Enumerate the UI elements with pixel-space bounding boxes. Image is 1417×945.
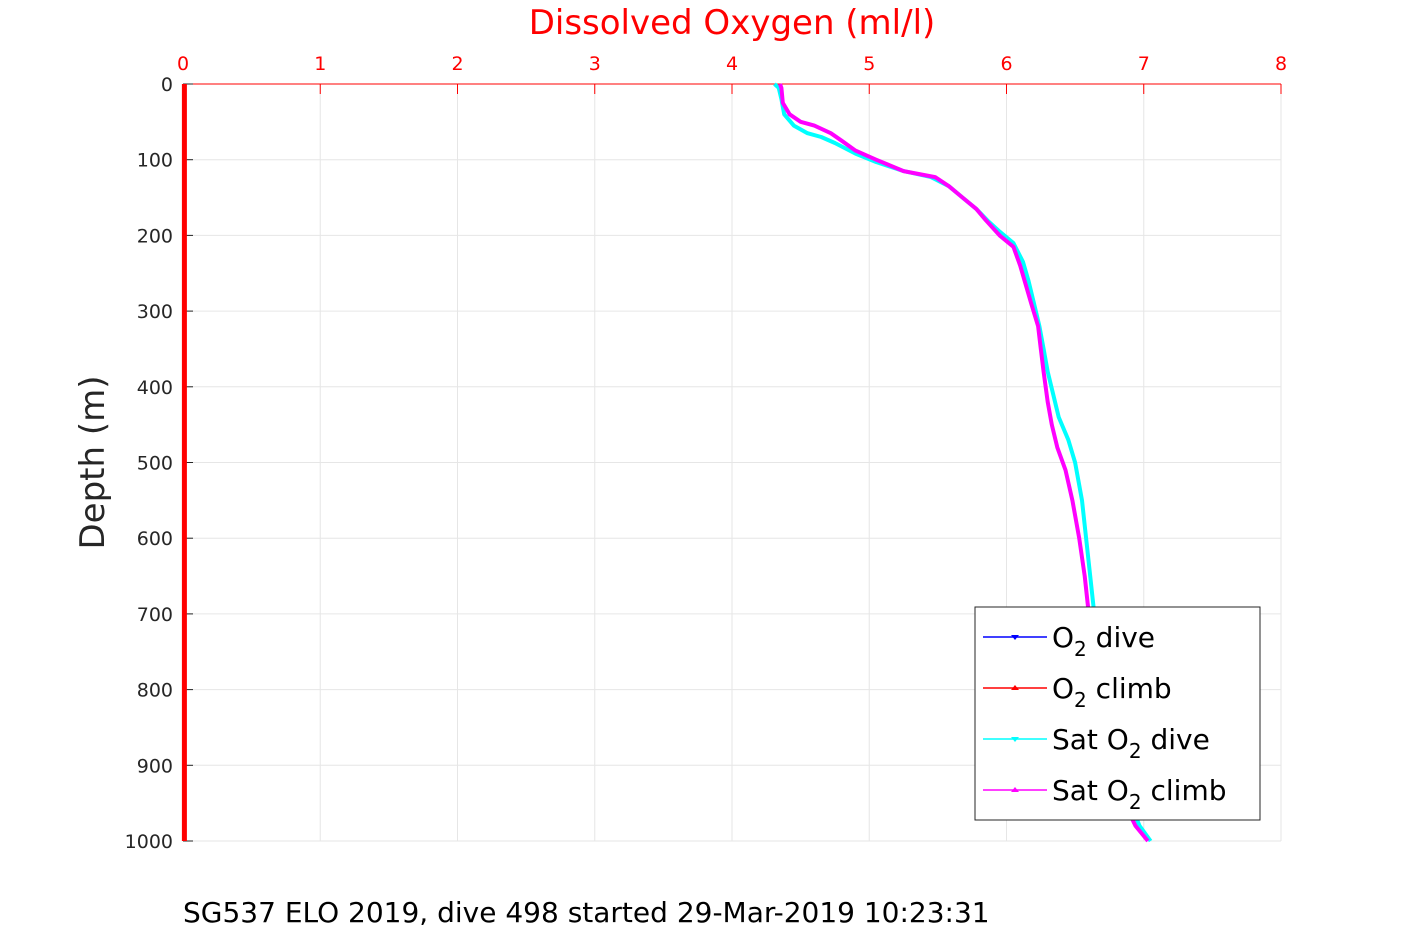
x-tick-label: 8 xyxy=(1275,53,1287,75)
y-axis-label: Depth (m) xyxy=(73,375,113,549)
x-tick-label: 2 xyxy=(451,53,463,75)
legend-box xyxy=(974,606,1261,821)
x-tick-label: 6 xyxy=(1000,53,1012,75)
y-tick-label: 1000 xyxy=(125,831,173,853)
y-tick-label: 700 xyxy=(137,604,173,626)
legend-entry: Sat O2 dive xyxy=(1052,723,1210,763)
dive-caption: SG537 ELO 2019, dive 498 started 29-Mar-… xyxy=(183,896,990,929)
y-tick-label: 600 xyxy=(137,528,173,550)
x-tick-label: 4 xyxy=(726,53,738,75)
y-tick-label: 500 xyxy=(137,453,173,475)
legend-marker xyxy=(1011,635,1019,640)
y-tick-label: 200 xyxy=(137,225,173,247)
y-tick-label: 800 xyxy=(137,680,173,702)
legend-marker xyxy=(1011,787,1019,792)
x-tick-labels: 0 1 2 3 4 5 6 7 8 xyxy=(177,53,1287,75)
x-tick-label: 3 xyxy=(589,53,601,75)
legend-marker xyxy=(1011,737,1019,742)
x-tick-label: 5 xyxy=(863,53,875,75)
legend: O2 dive O2 climb Sat O2 dive Sat O2 climb xyxy=(974,606,1261,821)
y-tick-labels: 0 100 200 300 400 500 600 700 800 900 1000 xyxy=(125,74,173,853)
x-tick-label: 0 xyxy=(177,53,189,75)
legend-entry: O2 dive xyxy=(1052,621,1155,661)
legend-entry: Sat O2 climb xyxy=(1052,774,1227,814)
y-tick-label: 100 xyxy=(137,150,173,172)
legend-marker xyxy=(1011,685,1019,690)
legend-entry: O2 climb xyxy=(1052,672,1172,712)
y-tick-label: 400 xyxy=(137,377,173,399)
y-tick-label: 0 xyxy=(161,74,173,96)
chart-title: Dissolved Oxygen (ml/l) xyxy=(529,3,936,43)
y-tick-label: 300 xyxy=(137,301,173,323)
x-tick-label: 1 xyxy=(314,53,326,75)
x-tick-label: 7 xyxy=(1138,53,1150,75)
y-tick-label: 900 xyxy=(137,755,173,777)
